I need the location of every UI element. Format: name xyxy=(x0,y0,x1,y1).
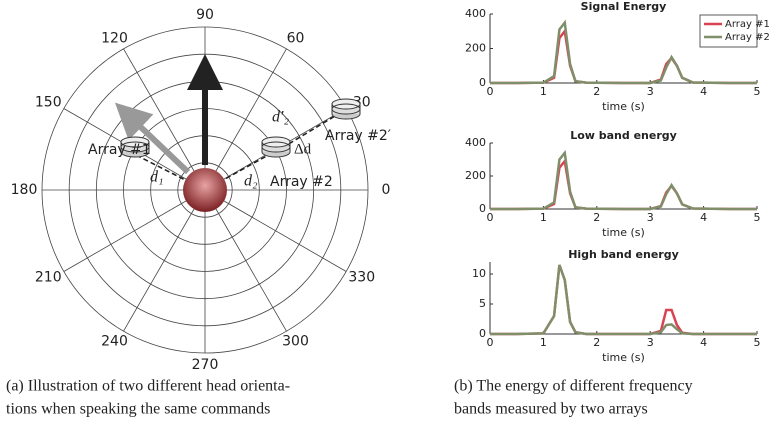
x-tick-label: 2 xyxy=(593,85,600,98)
caption: bands measured by two arrays xyxy=(454,401,648,418)
label: d₂ xyxy=(244,173,258,190)
polar-spoke xyxy=(123,189,206,332)
chart-title: Low band energy xyxy=(570,129,677,142)
diagram-overlay: Array #1 Array #2 Array #2′ d₁ d₂ d′₂ Δd xyxy=(88,54,391,212)
caption: (b) The energy of different frequency xyxy=(454,378,693,395)
angle-label: 210 xyxy=(35,270,62,286)
x-tick-label: 4 xyxy=(700,336,707,349)
y-tick-label: 0 xyxy=(479,327,486,340)
angle-label: 180 xyxy=(11,182,38,198)
label: d₁ xyxy=(150,169,164,186)
chart-title: Signal Energy xyxy=(581,0,667,13)
angle-label: 270 xyxy=(192,357,219,373)
line-series xyxy=(490,264,757,336)
x-tick-label: 1 xyxy=(540,211,547,224)
x-tick-label: 4 xyxy=(700,85,707,98)
x-tick-label: 5 xyxy=(754,211,761,224)
label: Array #2 xyxy=(270,174,333,190)
angle-label: 90 xyxy=(196,7,214,23)
legend-box xyxy=(699,14,758,48)
y-tick-label: 5 xyxy=(479,297,486,310)
polar-spoke xyxy=(204,48,287,191)
angle-label: 300 xyxy=(282,334,309,350)
y-tick-label: 10 xyxy=(472,267,486,280)
legend-label: Array #2 xyxy=(725,32,770,43)
polar-spoke xyxy=(204,189,287,332)
polar-spoke xyxy=(204,189,347,272)
polar-spoke xyxy=(63,189,206,272)
angle-label: 0 xyxy=(382,182,391,198)
line-series xyxy=(490,149,757,211)
y-tick-label: 0 xyxy=(479,76,486,89)
x-tick-label: 1 xyxy=(540,336,547,349)
x-tick-label: 5 xyxy=(754,85,761,98)
x-tick-label: 2 xyxy=(593,211,600,224)
line-series xyxy=(490,158,757,211)
label: Array #1 xyxy=(88,142,151,158)
x-axis-label: time (s) xyxy=(602,226,645,239)
y-tick-label: 400 xyxy=(465,136,486,149)
x-tick-label: 5 xyxy=(754,336,761,349)
caption: tions when speaking the same commands xyxy=(6,401,270,418)
polar-spoke xyxy=(123,48,206,191)
line-series xyxy=(490,19,757,85)
y-tick-label: 400 xyxy=(465,7,486,20)
angle-label: 120 xyxy=(101,30,128,46)
angle-label: 330 xyxy=(348,270,375,286)
line-series xyxy=(490,264,757,336)
x-tick-label: 1 xyxy=(540,85,547,98)
caption: (a) Illustration of two different head o… xyxy=(6,378,290,395)
legend-label: Array #1 xyxy=(725,19,770,30)
x-tick-label: 0 xyxy=(487,336,494,349)
x-axis-label: time (s) xyxy=(602,351,645,364)
x-tick-label: 0 xyxy=(487,85,494,98)
y-tick-label: 200 xyxy=(465,169,486,182)
x-tick-label: 3 xyxy=(647,211,654,224)
label: Array #2′ xyxy=(325,128,391,144)
x-tick-label: 4 xyxy=(700,211,707,224)
x-tick-label: 2 xyxy=(593,336,600,349)
x-tick-label: 0 xyxy=(487,211,494,224)
x-tick-label: 3 xyxy=(647,85,654,98)
angle-label: 240 xyxy=(101,334,128,350)
x-tick-label: 3 xyxy=(647,336,654,349)
x-axis-label: time (s) xyxy=(602,100,645,113)
chart-title: High band energy xyxy=(568,248,679,261)
y-tick-label: 200 xyxy=(465,42,486,55)
label: d′₂ xyxy=(272,109,290,126)
angle-label: 60 xyxy=(287,30,305,46)
angle-label: 150 xyxy=(35,95,62,111)
y-tick-label: 0 xyxy=(479,202,486,215)
label: Δd xyxy=(294,141,312,157)
